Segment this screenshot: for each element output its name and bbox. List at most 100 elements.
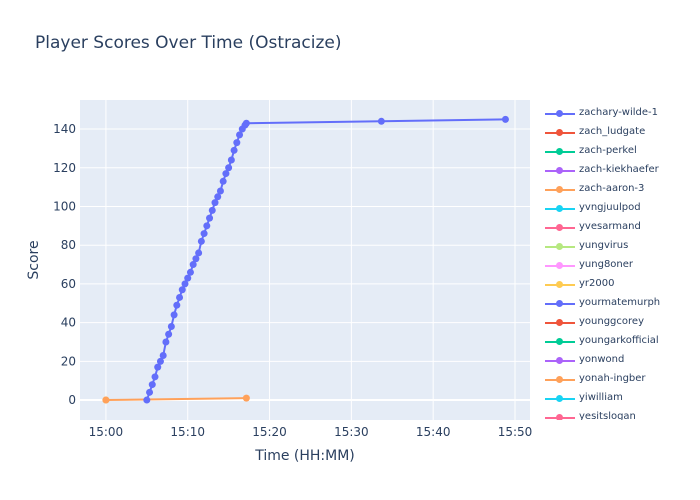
data-point[interactable] bbox=[165, 330, 173, 338]
data-point[interactable] bbox=[236, 131, 244, 139]
x-tick-label: 15:00 bbox=[89, 425, 124, 439]
legend-label: younggcorey bbox=[579, 316, 644, 327]
data-point[interactable] bbox=[156, 357, 164, 365]
legend-marker-icon bbox=[556, 224, 563, 231]
series-line bbox=[145, 118, 506, 401]
x-tick-label: 15:20 bbox=[252, 425, 287, 439]
data-point[interactable] bbox=[214, 193, 222, 201]
data-point[interactable] bbox=[148, 381, 156, 389]
legend-label: yvngjuulpod bbox=[579, 202, 641, 213]
data-point[interactable] bbox=[200, 230, 208, 238]
legend-marker-icon bbox=[556, 262, 563, 269]
data-point[interactable] bbox=[203, 222, 211, 230]
data-point[interactable] bbox=[222, 170, 230, 178]
data-point[interactable] bbox=[219, 177, 227, 185]
legend-item-yung8oner[interactable]: yung8oner bbox=[542, 256, 700, 275]
legend-marker-icon bbox=[556, 319, 563, 326]
data-point[interactable] bbox=[230, 146, 238, 154]
y-tick-label: 100 bbox=[53, 199, 76, 213]
x-tick-label: 15:40 bbox=[416, 425, 451, 439]
legend-item-yonah-ingber[interactable]: yonah-ingber bbox=[542, 370, 700, 389]
data-point[interactable] bbox=[176, 293, 184, 301]
data-point[interactable] bbox=[178, 286, 186, 294]
data-point[interactable] bbox=[206, 214, 214, 222]
legend-label: zach-perkel bbox=[579, 145, 637, 156]
data-point[interactable] bbox=[184, 274, 192, 282]
data-point[interactable] bbox=[197, 237, 205, 245]
data-point[interactable] bbox=[242, 394, 250, 402]
series-zachary-wilde-1 bbox=[143, 115, 509, 404]
legend-item-yr2000[interactable]: yr2000 bbox=[542, 275, 700, 294]
data-point[interactable] bbox=[211, 199, 219, 207]
legend-item-zach-kiekhaefer[interactable]: zach-kiekhaefer bbox=[542, 161, 700, 180]
legend-item-youngarkofficial[interactable]: youngarkofficial bbox=[542, 332, 700, 351]
legend-label: yungvirus bbox=[579, 240, 629, 251]
y-tick-label: 120 bbox=[53, 161, 76, 175]
legend-marker-icon bbox=[556, 300, 563, 307]
legend-marker-icon bbox=[556, 376, 563, 383]
legend-marker-icon bbox=[556, 338, 563, 345]
chart-title: Player Scores Over Time (Ostracize) bbox=[35, 33, 342, 53]
legend-item-zachary-wilde-1[interactable]: zachary-wilde-1 bbox=[542, 104, 700, 123]
legend-label: zach_ludgate bbox=[579, 126, 646, 137]
data-point[interactable] bbox=[151, 373, 159, 381]
y-tick-label: 140 bbox=[53, 122, 76, 136]
data-point[interactable] bbox=[159, 352, 167, 360]
series-line bbox=[105, 397, 247, 402]
data-point[interactable] bbox=[181, 280, 189, 288]
data-point[interactable] bbox=[102, 396, 110, 404]
data-point[interactable] bbox=[143, 396, 151, 404]
y-tick-label: 40 bbox=[61, 316, 76, 330]
legend-item-yvngjuulpod[interactable]: yvngjuulpod bbox=[542, 199, 700, 218]
data-point[interactable] bbox=[170, 311, 178, 319]
x-tick-label: 15:10 bbox=[170, 425, 205, 439]
data-point[interactable] bbox=[227, 156, 235, 164]
x-axis-label: Time (HH:MM) bbox=[254, 448, 355, 464]
data-point[interactable] bbox=[154, 363, 162, 371]
data-point[interactable] bbox=[162, 338, 170, 346]
legend-marker-icon bbox=[556, 110, 563, 117]
legend-label: zach-aaron-3 bbox=[579, 183, 645, 194]
data-point[interactable] bbox=[233, 139, 241, 147]
data-point[interactable] bbox=[189, 261, 197, 269]
legend-marker-icon bbox=[556, 395, 563, 402]
data-point[interactable] bbox=[186, 268, 194, 276]
data-point[interactable] bbox=[242, 119, 250, 127]
legend-item-zach_ludgate[interactable]: zach_ludgate bbox=[542, 123, 700, 142]
data-point[interactable] bbox=[501, 115, 509, 123]
plot-area[interactable] bbox=[80, 100, 530, 420]
data-point[interactable] bbox=[195, 249, 203, 257]
data-point[interactable] bbox=[225, 164, 233, 172]
x-tick-label: 15:50 bbox=[498, 425, 533, 439]
legend-marker-icon bbox=[556, 186, 563, 193]
legend-item-yesitslogan[interactable]: yesitslogan bbox=[542, 408, 700, 420]
legend-label: youngarkofficial bbox=[579, 335, 659, 346]
legend-item-younggcorey[interactable]: younggcorey bbox=[542, 313, 700, 332]
y-tick-label: 0 bbox=[68, 393, 76, 407]
legend-item-zach-aaron-3[interactable]: zach-aaron-3 bbox=[542, 180, 700, 199]
data-point[interactable] bbox=[192, 255, 200, 263]
series-zach-aaron-3 bbox=[102, 394, 250, 404]
legend-label: zach-kiekhaefer bbox=[579, 164, 659, 175]
legend-marker-icon bbox=[556, 357, 563, 364]
legend-marker-icon bbox=[556, 148, 563, 155]
data-point[interactable] bbox=[167, 322, 175, 330]
data-point[interactable] bbox=[173, 301, 181, 309]
legend-item-yungvirus[interactable]: yungvirus bbox=[542, 237, 700, 256]
data-point[interactable] bbox=[216, 187, 224, 195]
legend-label: zachary-wilde-1 bbox=[579, 107, 659, 118]
legend-item-yvesarmand[interactable]: yvesarmand bbox=[542, 218, 700, 237]
legend-item-yonwond[interactable]: yonwond bbox=[542, 351, 700, 370]
legend-label: yvesarmand bbox=[579, 221, 641, 232]
data-point[interactable] bbox=[377, 117, 385, 125]
data-point[interactable] bbox=[146, 388, 154, 396]
legend[interactable]: zachary-wilde-1 zach_ludgate zach-perkel za… bbox=[542, 104, 700, 420]
legend-item-zach-perkel[interactable]: zach-perkel bbox=[542, 142, 700, 161]
legend-item-yiwilliam[interactable]: yiwilliam bbox=[542, 389, 700, 408]
grid bbox=[80, 100, 530, 420]
series-marks bbox=[102, 115, 509, 404]
legend-item-yourmatemurph[interactable]: yourmatemurph bbox=[542, 294, 700, 313]
data-point[interactable] bbox=[208, 206, 216, 214]
